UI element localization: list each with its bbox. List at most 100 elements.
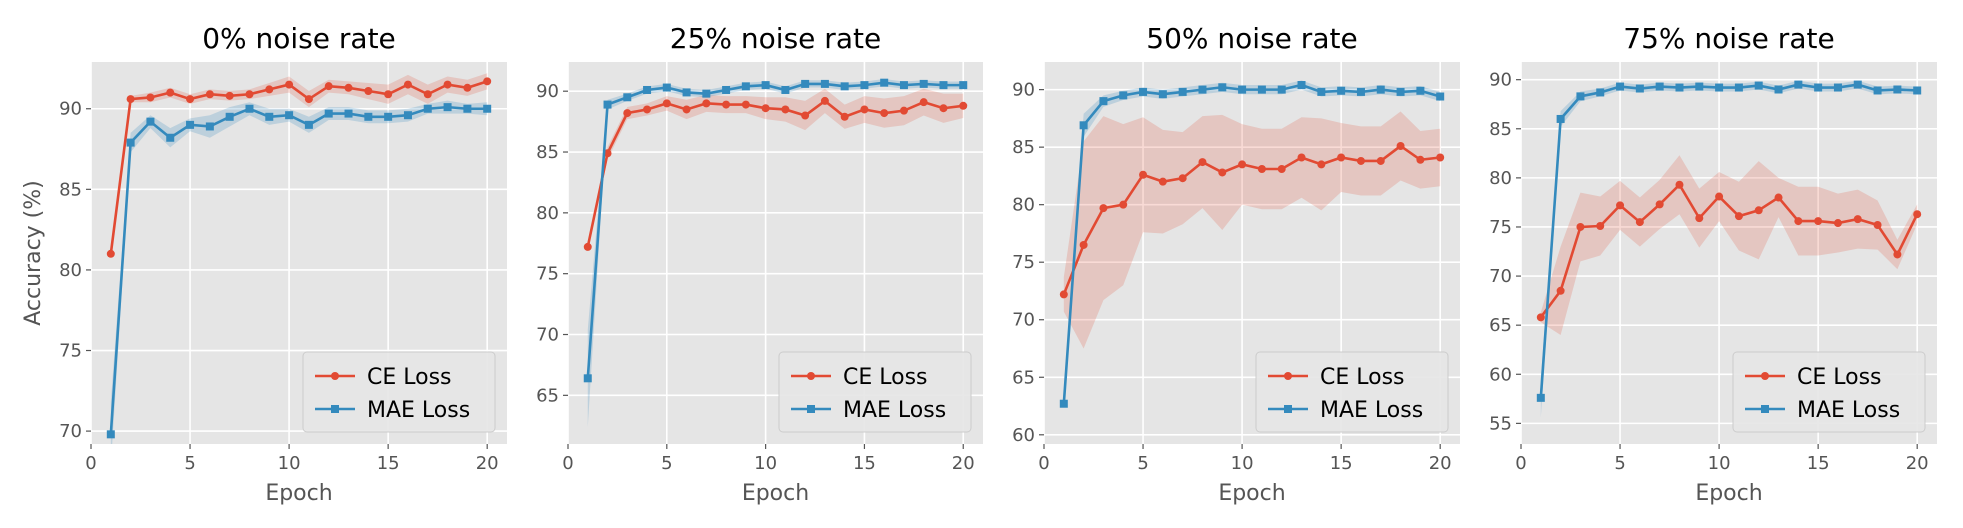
data-point-mae bbox=[1376, 85, 1385, 94]
y-tick-label: 90 bbox=[59, 99, 82, 120]
data-point-mae bbox=[225, 112, 234, 121]
data-point-ce bbox=[1317, 160, 1326, 169]
data-point-ce bbox=[1178, 174, 1187, 183]
data-point-ce bbox=[781, 105, 790, 114]
data-point-mae bbox=[443, 103, 452, 112]
data-point-mae bbox=[1794, 80, 1803, 89]
data-point-ce bbox=[1794, 217, 1803, 226]
chart-1: 0 5 10 15 20 70 75 80 85 90 0% noise rate Epoch Accu… bbox=[21, 22, 507, 506]
series-layer bbox=[106, 73, 492, 444]
x-tick-label: 15 bbox=[1330, 453, 1353, 474]
data-point-mae bbox=[741, 82, 750, 91]
x-tick-label: 20 bbox=[952, 453, 975, 474]
data-point-ce bbox=[1536, 313, 1545, 322]
data-point-ce bbox=[1715, 192, 1724, 201]
data-point-mae bbox=[285, 111, 294, 120]
data-point-ce bbox=[741, 100, 750, 109]
legend-label: MAE Loss bbox=[1320, 398, 1423, 423]
legend: CE Loss MAE Loss bbox=[1732, 351, 1926, 433]
legend-marker bbox=[807, 372, 815, 380]
data-point-ce bbox=[423, 90, 432, 99]
chart-title: 75% noise rate bbox=[1623, 22, 1834, 55]
y-tick-label: 70 bbox=[59, 421, 82, 442]
data-point-mae bbox=[1814, 83, 1823, 92]
x-axis-label: Epoch bbox=[265, 481, 332, 506]
legend-marker bbox=[1761, 405, 1769, 413]
data-point-mae bbox=[1833, 83, 1842, 92]
x-tick-label: 20 bbox=[1429, 453, 1452, 474]
y-tick-label: 90 bbox=[536, 81, 559, 102]
data-point-mae bbox=[1734, 83, 1743, 92]
data-point-mae bbox=[403, 111, 412, 120]
data-point-ce bbox=[682, 105, 691, 114]
chart-title: 0% noise rate bbox=[202, 22, 396, 55]
data-point-ce bbox=[1277, 165, 1286, 174]
data-point-mae bbox=[939, 81, 948, 90]
x-tick-label: 0 bbox=[85, 453, 96, 474]
data-point-ce bbox=[166, 88, 175, 97]
data-point-mae bbox=[603, 100, 612, 109]
data-point-ce bbox=[205, 90, 214, 99]
data-point-ce bbox=[186, 95, 195, 104]
data-point-ce bbox=[603, 149, 612, 158]
legend-marker bbox=[1761, 372, 1769, 380]
x-tick-label: 15 bbox=[377, 453, 400, 474]
x-tick-label: 10 bbox=[278, 453, 301, 474]
data-point-mae bbox=[1754, 81, 1763, 90]
data-point-mae bbox=[1715, 83, 1724, 92]
legend-box bbox=[302, 351, 496, 433]
data-point-ce bbox=[403, 80, 412, 89]
legend-marker bbox=[1284, 372, 1292, 380]
chart-4: 0 5 10 15 20 55 60 65 70 75 80 85 90 75% noise rate Ep… bbox=[1489, 22, 1937, 506]
legend-label: CE Loss bbox=[1320, 365, 1405, 390]
data-point-mae bbox=[1099, 97, 1108, 106]
data-point-ce bbox=[1893, 250, 1902, 259]
legend: CE Loss MAE Loss bbox=[1255, 351, 1449, 433]
data-point-mae bbox=[166, 133, 175, 142]
data-point-ce bbox=[662, 99, 671, 108]
data-point-ce bbox=[840, 112, 849, 121]
data-point-ce bbox=[1853, 215, 1862, 224]
data-point-ce bbox=[1198, 158, 1207, 167]
chart-title: 25% noise rate bbox=[670, 22, 881, 55]
data-point-mae bbox=[1596, 88, 1605, 97]
y-tick-label: 80 bbox=[536, 203, 559, 224]
data-point-mae bbox=[1774, 85, 1783, 94]
data-point-mae bbox=[781, 85, 790, 94]
data-point-ce bbox=[761, 104, 770, 113]
data-point-mae bbox=[463, 104, 472, 113]
data-point-mae bbox=[1139, 87, 1148, 96]
data-point-mae bbox=[1853, 80, 1862, 89]
data-point-ce bbox=[304, 95, 313, 104]
data-point-mae bbox=[702, 89, 711, 98]
chart-2: 0 5 10 15 20 65 70 75 80 85 90 25% noise rate Epoch C… bbox=[536, 22, 983, 506]
data-point-ce bbox=[1158, 177, 1167, 186]
x-tick-label: 10 bbox=[754, 453, 777, 474]
y-tick-label: 85 bbox=[1489, 119, 1512, 140]
data-point-mae bbox=[423, 104, 432, 113]
data-point-ce bbox=[1616, 201, 1625, 210]
data-point-mae bbox=[265, 112, 274, 121]
data-point-mae bbox=[186, 120, 195, 129]
data-point-mae bbox=[623, 93, 632, 102]
x-tick-label: 5 bbox=[1137, 453, 1148, 474]
data-point-ce bbox=[1416, 155, 1425, 164]
data-point-ce bbox=[1356, 156, 1365, 165]
data-point-ce bbox=[1814, 217, 1823, 226]
data-point-ce bbox=[1238, 160, 1247, 169]
data-point-mae bbox=[1655, 82, 1664, 91]
chart-title: 50% noise rate bbox=[1146, 22, 1357, 55]
y-tick-label: 75 bbox=[59, 341, 82, 362]
data-point-ce bbox=[1655, 200, 1664, 209]
data-point-ce bbox=[1675, 180, 1684, 189]
series-layer bbox=[1536, 80, 1922, 418]
data-point-ce bbox=[443, 80, 452, 89]
data-point-ce bbox=[265, 85, 274, 94]
data-point-ce bbox=[324, 82, 333, 91]
x-axis-label: Epoch bbox=[742, 481, 809, 506]
data-point-ce bbox=[1257, 165, 1266, 174]
legend: CE Loss MAE Loss bbox=[302, 351, 496, 433]
y-tick-label: 75 bbox=[536, 264, 559, 285]
legend: CE Loss MAE Loss bbox=[778, 351, 972, 433]
